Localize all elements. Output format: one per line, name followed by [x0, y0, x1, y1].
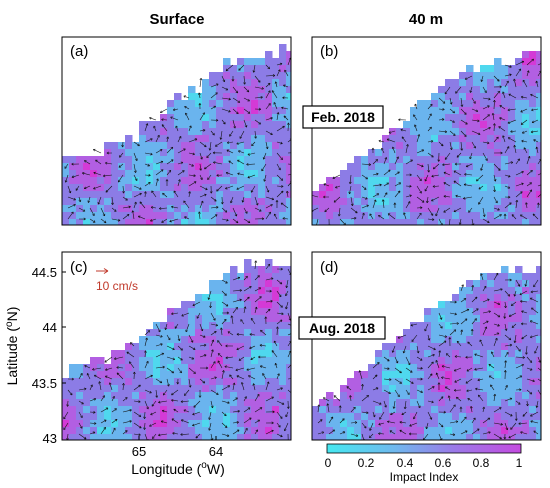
panel-label-c: (c) — [70, 259, 88, 276]
x-tick-label: 64 — [209, 444, 223, 459]
panel-a: (a) — [61, 36, 292, 226]
colorbar-tick: 0.2 — [358, 456, 375, 470]
y-axis: 44.5 44 43.5 43 Latitude (oN) — [4, 265, 66, 446]
scale-arrow: 10 cm/s — [96, 268, 138, 293]
x-axis: 65 64 Longitude (oW) — [131, 436, 225, 477]
y-axis-label: Latitude (oN) — [4, 307, 20, 386]
date-box-feb: Feb. 2018 — [302, 105, 384, 129]
colorbar-gradient — [326, 443, 522, 454]
colorbar-tick: 0.8 — [473, 456, 490, 470]
colorbar-tick: 0 — [325, 456, 332, 470]
y-tick-label: 44.5 — [32, 265, 57, 280]
panel-b: (b) — [311, 36, 542, 226]
panel-c: (c) — [61, 251, 292, 441]
column-title-surface: Surface — [149, 11, 204, 28]
map-layer-d — [312, 266, 541, 440]
scale-arrow-label: 10 cm/s — [96, 279, 138, 293]
panel-label-b: (b) — [320, 43, 338, 60]
panel-d: (d) — [311, 251, 542, 441]
date-box-aug: Aug. 2018 — [298, 316, 386, 340]
date-label-aug: Aug. 2018 — [309, 320, 375, 336]
y-tick-label: 44 — [43, 320, 57, 335]
map-layer-a — [62, 44, 291, 225]
colorbar-tick: 0.4 — [397, 456, 414, 470]
x-axis-label: Longitude (oW) — [131, 460, 225, 477]
map-layer-b — [312, 51, 541, 225]
date-label-feb: Feb. 2018 — [311, 109, 375, 125]
colorbar-label: Impact Index — [390, 470, 459, 484]
colorbar-tick: 0.6 — [435, 456, 452, 470]
map-layer-c — [62, 259, 291, 440]
panel-label-d: (d) — [320, 259, 338, 276]
colorbar: 0 0.2 0.4 0.6 0.8 1 Impact Index — [325, 443, 523, 484]
x-tick-label: 65 — [132, 444, 146, 459]
column-title-40m: 40 m — [409, 11, 443, 28]
y-tick-label: 43.5 — [32, 376, 57, 391]
colorbar-tick: 1 — [516, 456, 523, 470]
y-tick-label: 43 — [43, 431, 57, 446]
panel-label-a: (a) — [70, 43, 88, 60]
